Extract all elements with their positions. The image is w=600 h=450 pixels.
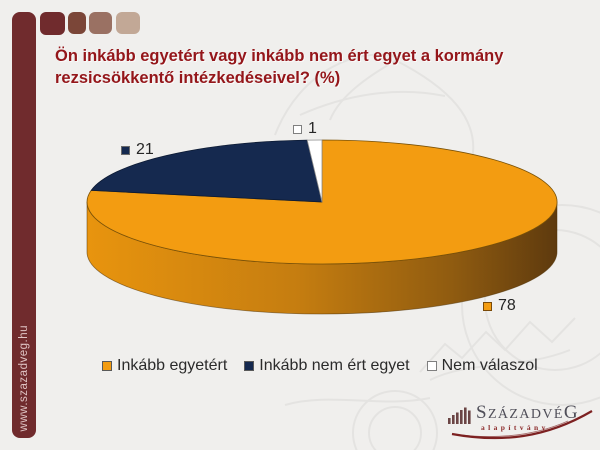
pie-label-nem-ert-egyet: 21 (121, 141, 154, 159)
deco-square-1 (40, 12, 65, 35)
deco-square-4 (116, 12, 140, 34)
pie-label-value: 21 (136, 141, 154, 158)
legend-item-nem-valaszol: Nem válaszol (426, 357, 538, 375)
sidebar-bar: www.szazadveg.hu (12, 12, 36, 438)
szazadveg-logo: SZÁZADVÉG alapítvány (446, 401, 596, 447)
pie-label-marker (293, 124, 302, 134)
bar-chart-icon (448, 407, 471, 424)
legend-label: Inkább egyetért (117, 357, 228, 374)
chart-legend: Inkább egyetért Inkább nem ért egyet Nem… (102, 357, 538, 375)
legend-item-nem-ert-egyet: Inkább nem ért egyet (244, 357, 410, 375)
pie-label-value: 78 (498, 297, 516, 314)
logo-name: SZÁZADVÉG (476, 402, 579, 424)
logo-name-initial: S (476, 402, 488, 423)
legend-marker (102, 361, 112, 371)
legend-label: Nem válaszol (441, 357, 538, 374)
logo-subtitle: alapítvány (481, 423, 549, 432)
pie-label-egyetert: 78 (483, 297, 516, 315)
logo-name-mid: ZÁZADVÉ (487, 407, 564, 422)
legend-label: Inkább nem ért egyet (259, 357, 410, 374)
pie-label-value: 1 (308, 120, 317, 137)
deco-square-2 (68, 12, 86, 34)
legend-marker (244, 361, 255, 371)
logo-swoosh (451, 410, 593, 440)
logo-name-final: G (563, 402, 579, 423)
legend-item-egyetert: Inkább egyetért (102, 357, 227, 375)
pie-label-nem-valaszol: 1 (293, 120, 317, 138)
pie-label-marker (121, 145, 130, 155)
pie-label-marker (483, 301, 492, 311)
chart-title: Ön inkább egyetért vagy inkább nem ért e… (55, 47, 504, 87)
legend-marker (426, 361, 437, 371)
deco-square-3 (89, 12, 112, 34)
